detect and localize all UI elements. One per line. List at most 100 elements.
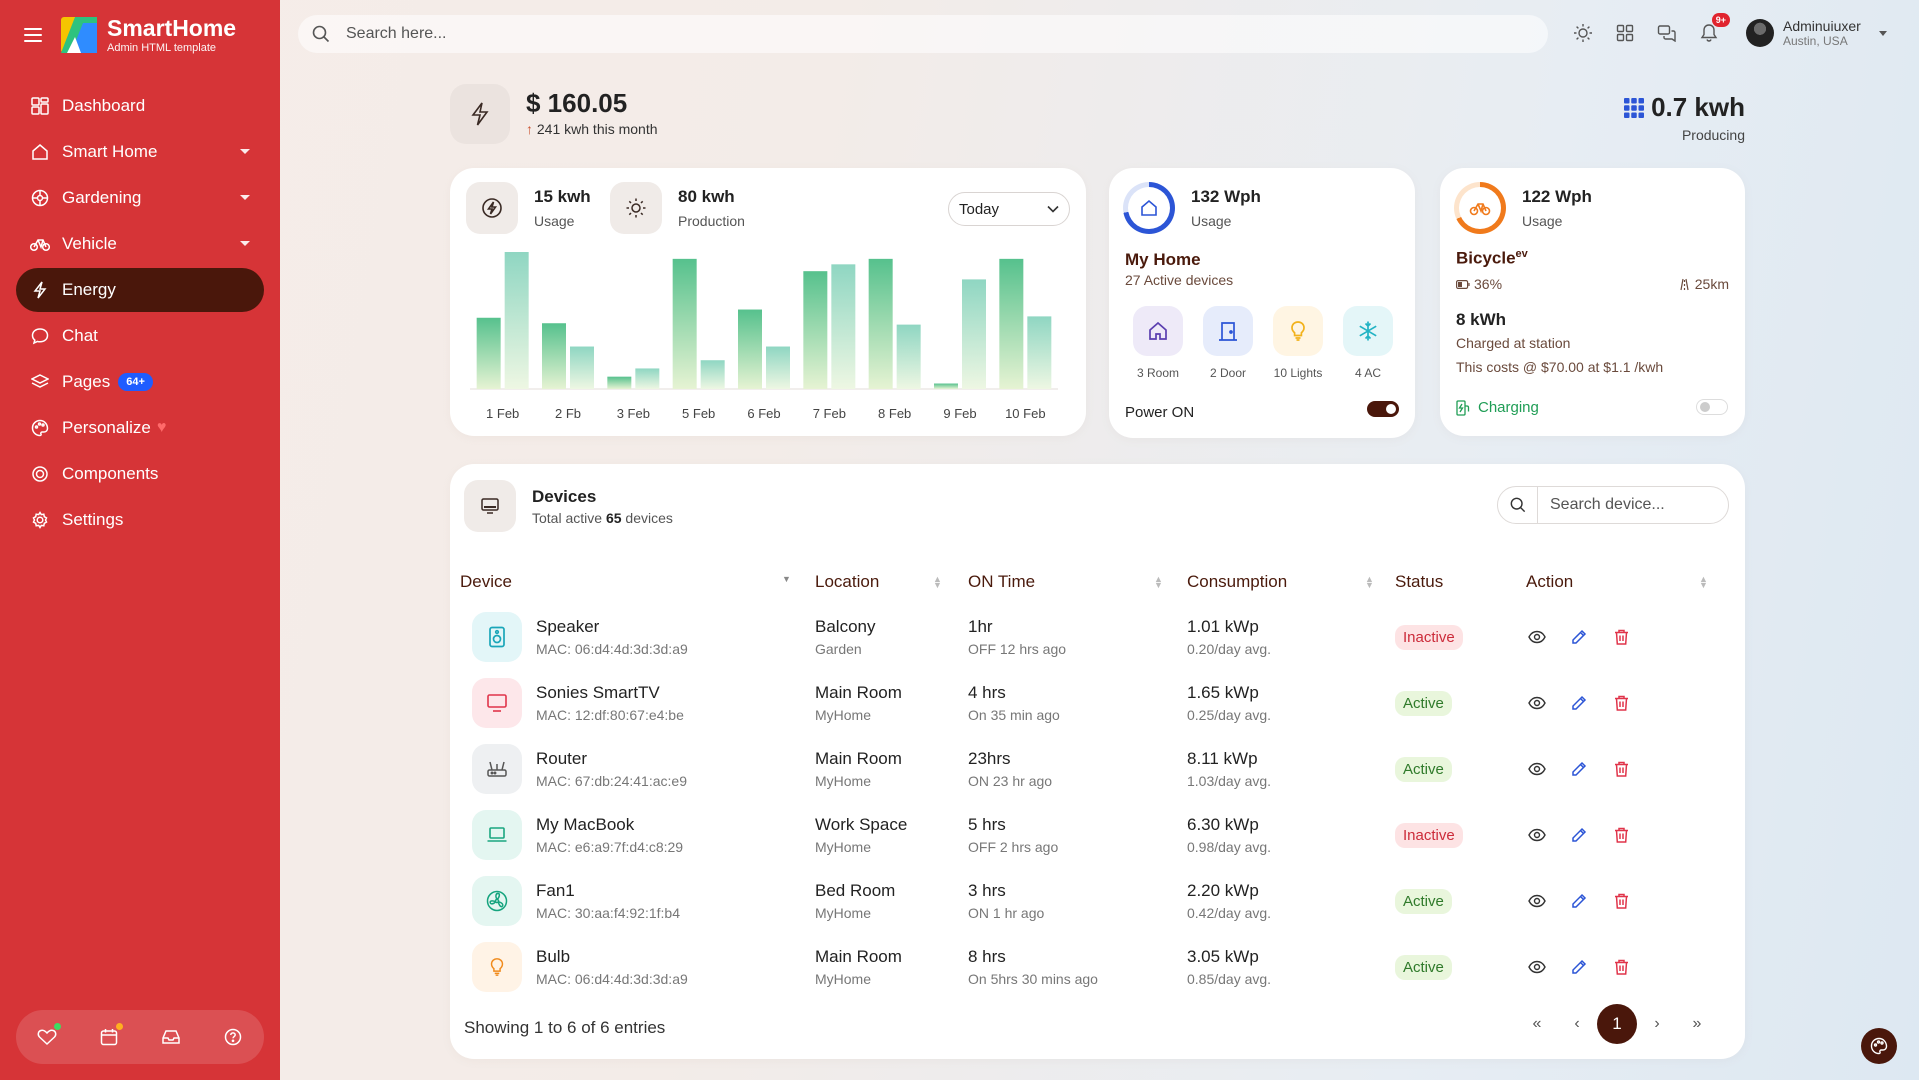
charging-toggle[interactable] bbox=[1696, 399, 1728, 415]
device-on-sub: ON 23 hr ago bbox=[968, 773, 1053, 789]
menu-toggle-icon[interactable] bbox=[24, 28, 42, 42]
sidebar-item-label: Gardening bbox=[62, 188, 142, 207]
status-badge: Active bbox=[1395, 954, 1452, 980]
delete-button[interactable] bbox=[1610, 890, 1632, 912]
calendar-button[interactable] bbox=[97, 1023, 123, 1049]
notifications-button[interactable]: 9+ bbox=[1696, 13, 1730, 46]
sidebar-item-chat[interactable]: Chat bbox=[16, 314, 264, 358]
device-name: Sonies SmartTV bbox=[536, 683, 660, 702]
column-header-on-time[interactable]: ON Time ▲ ▼ bbox=[968, 560, 1187, 604]
sidebar-item-smart-home[interactable]: Smart Home bbox=[16, 130, 264, 174]
charging-station-icon bbox=[1456, 399, 1470, 416]
chart-bar bbox=[1027, 316, 1052, 389]
monitor-icon bbox=[481, 498, 499, 514]
device-on-time: 4 hrs bbox=[968, 683, 1006, 702]
device-name: My MacBook bbox=[536, 815, 635, 834]
heart-outline-icon bbox=[37, 1029, 57, 1046]
bulb-icon bbox=[1291, 321, 1305, 341]
consumption-cell: 3.05 kWp 0.85/day avg. bbox=[1187, 934, 1395, 1000]
column-header-consumption[interactable]: Consumption ▲ ▼ bbox=[1187, 560, 1395, 604]
sidebar-item-gardening[interactable]: Gardening bbox=[16, 176, 264, 220]
delete-button[interactable] bbox=[1610, 956, 1632, 978]
page-first-button[interactable]: « bbox=[1532, 1015, 1542, 1032]
table-row: My MacBook MAC: e6:a9:7f:d4:c8:29 Work S… bbox=[460, 802, 1735, 868]
tile-doors[interactable]: 2 Door bbox=[1193, 306, 1263, 380]
tile-ac[interactable]: 4 AC bbox=[1333, 306, 1403, 380]
edit-button[interactable] bbox=[1568, 626, 1590, 648]
favorites-button[interactable] bbox=[35, 1023, 61, 1049]
device-avg: 0.25/day avg. bbox=[1187, 707, 1272, 723]
bike-range: 25km bbox=[1678, 276, 1729, 292]
bicycle-icon bbox=[1469, 203, 1491, 216]
device-search bbox=[1497, 486, 1729, 524]
user-menu[interactable]: Adminuiuxer Austin, USA bbox=[1746, 18, 1887, 48]
bike-title-sup: ev bbox=[1515, 248, 1528, 260]
x-tick-label: 2 Fb bbox=[555, 406, 581, 421]
device-on-time: 5 hrs bbox=[968, 815, 1006, 834]
apps-button[interactable] bbox=[1612, 20, 1638, 46]
sidebar-item-energy[interactable]: Energy bbox=[16, 268, 264, 312]
column-header-device[interactable]: Device ▼ bbox=[460, 560, 815, 604]
power-toggle[interactable] bbox=[1367, 401, 1399, 417]
doors-icon-box bbox=[1203, 306, 1253, 356]
delete-button[interactable] bbox=[1610, 824, 1632, 846]
delete-button[interactable] bbox=[1610, 758, 1632, 780]
page-current-button[interactable]: 1 bbox=[1597, 1004, 1637, 1044]
device-on-time: 8 hrs bbox=[968, 947, 1006, 966]
device-avg: 0.85/day avg. bbox=[1187, 971, 1272, 987]
toggle-knob bbox=[1700, 402, 1710, 412]
sidebar-item-vehicle[interactable]: Vehicle bbox=[16, 222, 264, 266]
page-prev-button[interactable]: ‹ bbox=[1574, 1015, 1580, 1032]
sidebar-item-label: Vehicle bbox=[62, 234, 117, 253]
chart-bar bbox=[542, 323, 566, 389]
device-search-button[interactable] bbox=[1498, 487, 1538, 523]
sidebar-item-components[interactable]: Components bbox=[16, 452, 264, 496]
device-on-sub: ON 1 hr ago bbox=[968, 905, 1045, 921]
edit-button[interactable] bbox=[1568, 692, 1590, 714]
action-cell bbox=[1526, 802, 1735, 868]
pencil-icon bbox=[1572, 827, 1587, 842]
global-search-input[interactable] bbox=[346, 25, 1346, 43]
edit-button[interactable] bbox=[1568, 956, 1590, 978]
edit-button[interactable] bbox=[1568, 890, 1590, 912]
device-on-sub: OFF 12 hrs ago bbox=[968, 641, 1067, 657]
power-label: Power ON bbox=[1125, 404, 1195, 421]
tile-lights[interactable]: 10 Lights bbox=[1263, 306, 1333, 380]
messages-button[interactable] bbox=[1654, 20, 1680, 46]
view-button[interactable] bbox=[1526, 956, 1548, 978]
device-area: Garden bbox=[815, 641, 862, 657]
bike-charged-at: Charged at station bbox=[1456, 335, 1571, 351]
energy-bar-chart: 1 Feb 2 Fb 3 Feb 5 Feb 6 Feb 7 Feb 8 Feb 9 Feb 1… bbox=[470, 252, 1058, 421]
help-button[interactable] bbox=[221, 1025, 245, 1049]
pencil-icon bbox=[1572, 695, 1587, 710]
view-button[interactable] bbox=[1526, 890, 1548, 912]
view-button[interactable] bbox=[1526, 692, 1548, 714]
sidebar-item-settings[interactable]: Settings bbox=[16, 498, 264, 542]
device-search-input[interactable] bbox=[1550, 496, 1720, 514]
page-next-button[interactable]: › bbox=[1654, 1015, 1660, 1032]
period-select[interactable]: Today bbox=[948, 192, 1070, 226]
view-button[interactable] bbox=[1526, 824, 1548, 846]
eye-icon bbox=[1528, 696, 1546, 710]
column-header-action[interactable]: Action ▲ ▼ bbox=[1526, 560, 1735, 604]
inbox-button[interactable] bbox=[159, 1025, 183, 1049]
sidebar-item-personalize[interactable]: Personalize ♥ bbox=[16, 406, 264, 450]
theme-toggle-button[interactable] bbox=[1570, 20, 1596, 46]
tile-rooms[interactable]: 3 Room bbox=[1123, 306, 1193, 380]
status-badge: Active bbox=[1395, 756, 1452, 782]
sidebar-item-pages[interactable]: Pages 64+ bbox=[16, 360, 264, 404]
edit-button[interactable] bbox=[1568, 824, 1590, 846]
view-button[interactable] bbox=[1526, 758, 1548, 780]
customize-button[interactable] bbox=[1861, 1028, 1897, 1064]
column-header-location[interactable]: Location ▲ ▼ bbox=[815, 560, 968, 604]
page-last-button[interactable]: » bbox=[1692, 1015, 1702, 1032]
view-button[interactable] bbox=[1526, 626, 1548, 648]
sidebar-item-dashboard[interactable]: Dashboard bbox=[16, 84, 264, 128]
fan-icon bbox=[472, 876, 522, 926]
table-row: Router MAC: 67:db:24:41:ac:e9 Main Room M… bbox=[460, 736, 1735, 802]
delete-button[interactable] bbox=[1610, 692, 1632, 714]
delete-button[interactable] bbox=[1610, 626, 1632, 648]
edit-button[interactable] bbox=[1568, 758, 1590, 780]
logo-icon bbox=[61, 17, 97, 53]
brand-name: SmartHome bbox=[107, 15, 237, 41]
